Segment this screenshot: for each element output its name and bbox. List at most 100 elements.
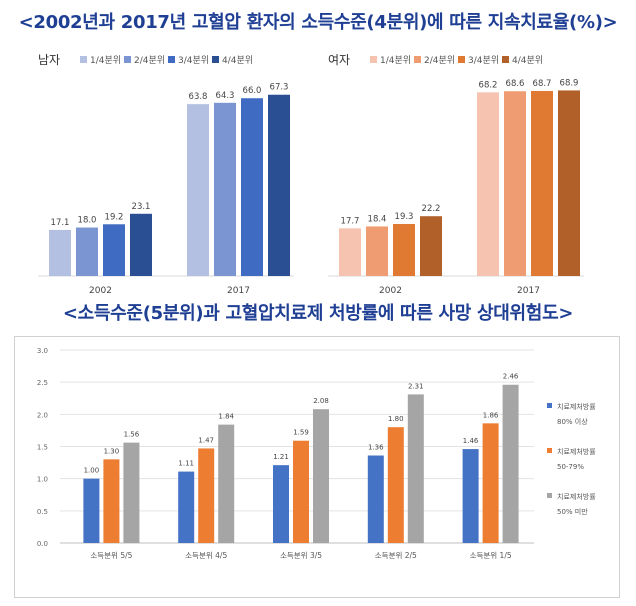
- legend-swatch: [414, 56, 421, 63]
- bar: [76, 227, 98, 276]
- legend-swatch: [370, 56, 377, 63]
- bar: [123, 442, 140, 543]
- legend-label: 치료제처방률: [557, 447, 596, 456]
- bar-value-label: 17.7: [341, 216, 360, 226]
- bar: [367, 455, 384, 543]
- bar-value-label: 68.7: [533, 79, 552, 89]
- bar-value-label: 17.1: [51, 218, 70, 228]
- bar: [187, 104, 209, 276]
- bar-value-label: 1.46: [463, 437, 479, 445]
- bar: [241, 98, 263, 276]
- legend-label: 50% 미만: [557, 507, 588, 516]
- legend-label: 1/4분위: [380, 55, 411, 66]
- legend-swatch: [458, 56, 465, 63]
- legend-label: 4/4분위: [512, 55, 543, 66]
- bar: [339, 228, 361, 276]
- bar: [83, 478, 100, 543]
- bar: [130, 213, 152, 276]
- mortality-risk-chart: 0.0 0.5 1.0 1.5 2.0 2.5 3.0 1.00 1.30 1.56 소득분위 5/…: [37, 347, 596, 560]
- bar: [103, 224, 125, 276]
- bar-value-label: 68.9: [560, 78, 579, 88]
- x-tick-label: 소득분위 2/5: [375, 551, 417, 560]
- bar: [477, 92, 499, 276]
- bar-value-label: 18.0: [78, 216, 97, 226]
- x-tick-label: 2002: [379, 286, 402, 296]
- bar-value-label: 64.3: [216, 91, 235, 101]
- chart-title: 남자: [38, 53, 60, 67]
- y-tick-label: 2.0: [37, 411, 48, 419]
- x-tick-label: 소득분위 3/5: [280, 551, 322, 560]
- bar-value-label: 2.31: [408, 382, 424, 390]
- legend-label: 3/4분위: [178, 55, 209, 66]
- x-tick-label: 2017: [227, 286, 250, 296]
- bar-value-label: 18.4: [368, 214, 387, 224]
- bar-value-label: 22.2: [422, 204, 441, 214]
- bar: [504, 91, 526, 276]
- bar: [420, 216, 442, 276]
- bar: [178, 471, 195, 543]
- bar-value-label: 1.56: [124, 431, 140, 439]
- bar-value-label: 1.21: [273, 453, 289, 461]
- x-tick-label: 소득분위 4/5: [185, 551, 227, 560]
- bottom-chart-title: <소득수준(5분위)과 고혈압치료제 처방률에 따른 사망 상대위험도>: [62, 303, 574, 324]
- bar-value-label: 23.1: [132, 202, 151, 212]
- bar: [214, 102, 236, 276]
- bar: [268, 94, 290, 276]
- bar: [407, 394, 424, 543]
- x-tick-label: 2002: [89, 286, 112, 296]
- bar: [393, 224, 415, 276]
- legend-label: 3/4분위: [468, 55, 499, 66]
- legend-swatch: [547, 448, 552, 453]
- legend-swatch: [547, 493, 552, 498]
- legend-label: 치료제처방률: [557, 492, 596, 501]
- bar-value-label: 1.11: [178, 460, 194, 468]
- bar-value-label: 19.2: [105, 212, 124, 222]
- legend-label: 치료제처방률: [557, 402, 596, 411]
- bar-value-label: 67.3: [270, 83, 289, 93]
- bar: [198, 448, 215, 543]
- legend-label: 4/4분위: [222, 55, 253, 66]
- legend-swatch: [124, 56, 131, 63]
- bar: [387, 427, 404, 543]
- bar-value-label: 1.30: [104, 447, 120, 455]
- y-tick-label: 2.5: [37, 379, 48, 387]
- legend-label: 1/4분위: [90, 55, 121, 66]
- bar-value-label: 63.8: [189, 92, 208, 102]
- legend-label: 50-79%: [557, 463, 584, 471]
- bar-value-label: 1.36: [368, 444, 384, 452]
- bar-value-label: 68.6: [506, 79, 525, 89]
- bar: [313, 409, 329, 543]
- y-tick-label: 0.0: [37, 540, 48, 548]
- top-chart-title: <2002년과 2017년 고혈압 환자의 소득수준(4분위)에 따른 지속치료…: [18, 12, 618, 33]
- x-tick-label: 2017: [517, 286, 540, 296]
- bar-value-label: 2.08: [313, 397, 329, 405]
- bar-value-label: 1.47: [198, 436, 214, 444]
- legend-swatch: [168, 56, 175, 63]
- bar: [482, 423, 499, 543]
- y-tick-label: 3.0: [37, 347, 48, 355]
- legend-swatch: [212, 56, 219, 63]
- bar: [366, 226, 388, 276]
- chart-title: 여자: [328, 53, 350, 67]
- legend-swatch: [80, 56, 87, 63]
- bar-value-label: 1.00: [84, 467, 100, 475]
- y-tick-label: 1.5: [37, 444, 48, 452]
- bar-value-label: 1.86: [483, 411, 499, 419]
- bar: [218, 424, 235, 543]
- bar: [502, 384, 519, 543]
- legend-swatch: [502, 56, 509, 63]
- risk-chart-frame: [14, 336, 620, 598]
- bar: [462, 449, 479, 543]
- bar: [49, 229, 71, 276]
- bar-value-label: 1.59: [293, 429, 309, 437]
- legend-swatch: [547, 403, 552, 408]
- legend-label: 2/4분위: [424, 55, 455, 66]
- bar-value-label: 68.2: [479, 80, 498, 90]
- legend-label: 2/4분위: [134, 55, 165, 66]
- bar-value-label: 19.3: [395, 212, 414, 222]
- women-treatment-rate-chart: 여자 1/4분위 2/4분위 3/4분위 4/4분위 17.7 18.4 19.3 22.2 20…: [328, 53, 584, 296]
- legend-label: 80% 이상: [557, 417, 588, 426]
- x-tick-label: 소득분위 5/5: [90, 551, 132, 560]
- bar-value-label: 1.84: [218, 413, 234, 421]
- bar: [293, 440, 309, 543]
